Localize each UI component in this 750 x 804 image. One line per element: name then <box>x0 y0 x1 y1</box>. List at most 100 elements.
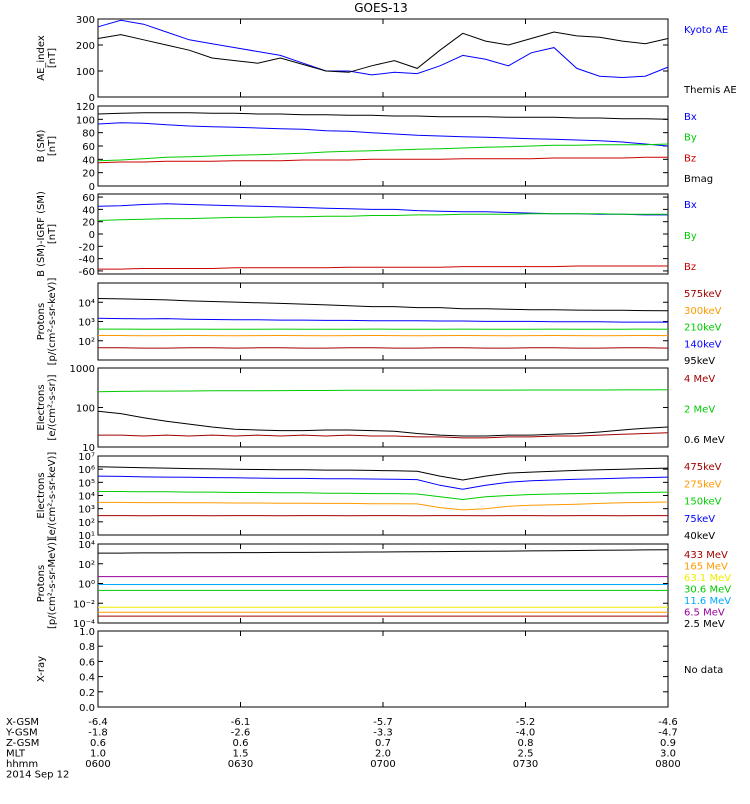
footer-row-value: 2.0 <box>375 749 391 760</box>
panel-frame <box>98 368 668 447</box>
y-tick-label: 10⁴ <box>78 492 95 503</box>
y-tick-label: 10⁶ <box>78 465 95 476</box>
y-tick-label: 40 <box>82 205 95 216</box>
y-tick-label: 100 <box>76 404 95 415</box>
legend-entry: 75keV <box>684 514 715 525</box>
y-tick-label: 20 <box>82 169 95 180</box>
panel-7: 10⁻⁴10⁻²10⁰10²10⁴Protons[p/(cm²-s-sr-MeV… <box>36 538 731 630</box>
footer-row-value: 0.9 <box>660 738 676 749</box>
footer-row-value: -5.2 <box>516 717 536 728</box>
legend-entry: 165 MeV <box>684 562 728 573</box>
y-axis-label: Electrons <box>36 384 47 430</box>
y-tick-label: 0.0 <box>79 703 95 714</box>
series-line-2-mev <box>98 390 668 392</box>
footer-row-value: 0630 <box>228 759 253 770</box>
legend-entry: 140keV <box>684 339 722 350</box>
y-axis-label: [p/(cm²-s-sr-keV)] <box>47 278 58 366</box>
y-tick-label: -20 <box>79 242 95 253</box>
legend-entry: 40keV <box>684 531 715 542</box>
series-line-275kev <box>98 502 668 510</box>
y-axis-label: [p/(cm²-s-sr-MeV)] <box>47 538 58 629</box>
series-line-bmag <box>98 113 668 120</box>
footer-row-value: 0.6 <box>233 738 249 749</box>
series-line-150kev <box>98 492 668 500</box>
footer-row-value: -6.1 <box>231 717 251 728</box>
y-axis-label: Protons <box>36 565 47 602</box>
y-axis-label: Protons <box>36 303 47 340</box>
footer-row-value: 3.0 <box>660 749 676 760</box>
legend-entry: Bx <box>684 112 697 123</box>
y-tick-label: 120 <box>76 102 95 113</box>
legend-entry: Themis AE <box>683 85 737 96</box>
y-axis-label: B (SM) <box>36 129 47 162</box>
panel-4: 10²10³10⁴Protons[p/(cm²-s-sr-keV)]575keV… <box>36 278 722 367</box>
footer-row-label: Z-GSM <box>6 738 39 749</box>
legend-entry: Kyoto AE <box>684 25 728 36</box>
panel-frame <box>98 456 668 535</box>
legend-entry: By <box>684 133 697 144</box>
y-axis-label: [e/(cm²-s-sr-keV)] <box>47 452 58 540</box>
panel-6: 10¹10²10³10⁴10⁵10⁶10⁷Electrons[e/(cm²-s-… <box>36 452 722 542</box>
y-axis-label: B (SM)-IGRF (SM) <box>36 191 47 277</box>
y-axis-label: [e/(cm²-s-sr)] <box>47 374 58 440</box>
legend-entry: 2 MeV <box>684 405 715 416</box>
legend-entry: 150keV <box>684 497 722 508</box>
y-tick-label: 10⁰ <box>78 580 95 591</box>
footer-row-value: 1.0 <box>90 749 106 760</box>
legend-entry: 300keV <box>684 306 722 317</box>
y-axis-label: Electrons <box>36 472 47 518</box>
series-line-95kev <box>98 299 668 311</box>
legend-entry: 4 MeV <box>684 374 715 385</box>
footer-row-value: -3.3 <box>373 728 393 739</box>
legend-entry: Bz <box>684 153 696 164</box>
y-tick-label: 100 <box>76 67 95 78</box>
legend-entry: 0.6 MeV <box>684 435 725 446</box>
legend-entry: Bz <box>684 262 696 273</box>
y-tick-label: 0.4 <box>79 673 95 684</box>
series-line-0.6-mev <box>98 411 668 436</box>
legend-entry: 2.5 MeV <box>684 619 725 630</box>
series-line-40kev <box>98 467 668 480</box>
y-tick-label: 10⁻² <box>73 599 95 610</box>
y-tick-label: 200 <box>76 41 95 52</box>
y-tick-label: 0 <box>89 230 95 241</box>
y-tick-label: 20 <box>82 218 95 229</box>
y-tick-label: 0.2 <box>79 688 95 699</box>
panel-frame <box>98 19 668 97</box>
legend-entry: 30.6 MeV <box>684 585 731 596</box>
panel-frame <box>98 631 668 707</box>
y-axis-label: X-ray <box>36 656 47 682</box>
y-tick-label: 80 <box>82 129 95 140</box>
footer-row-value: -4.0 <box>516 728 536 739</box>
footer-row-value: -1.8 <box>88 728 108 739</box>
y-axis-label: [nT] <box>47 48 58 68</box>
legend-entry: 575keV <box>684 289 722 300</box>
footer-row-label: Y-GSM <box>5 728 38 739</box>
series-line-bx <box>98 123 668 146</box>
footer-row-value: -4.6 <box>658 717 678 728</box>
y-tick-label: 0.8 <box>79 642 95 653</box>
footer-row-value: 0700 <box>370 759 395 770</box>
series-line-75kev <box>98 476 668 489</box>
legend-entry: 210keV <box>684 323 722 334</box>
footer-row-value: 0800 <box>655 759 680 770</box>
y-tick-label: 1.0 <box>79 627 95 638</box>
footer-row-label: MLT <box>6 749 26 760</box>
footer-row-value: 0.6 <box>90 738 106 749</box>
y-tick-label: -60 <box>79 267 95 278</box>
legend-entry: 63.1 MeV <box>684 573 731 584</box>
series-line-2.5-mev <box>98 550 668 553</box>
y-tick-label: 10⁵ <box>78 478 95 489</box>
panel-8: 0.0 0.2 0.4 0.6 0.8 1.0 X-ray No data <box>36 627 723 714</box>
y-tick-label: 0.6 <box>79 657 95 668</box>
footer-date: 2014 Sep 12 <box>6 770 69 781</box>
legend-entry: 6.5 MeV <box>684 608 725 619</box>
legend-entry: 433 MeV <box>684 550 728 561</box>
footer-row-value: 1.5 <box>233 749 249 760</box>
no-data-annotation: No data <box>684 665 723 676</box>
plot-title: GOES-13 <box>354 1 408 15</box>
